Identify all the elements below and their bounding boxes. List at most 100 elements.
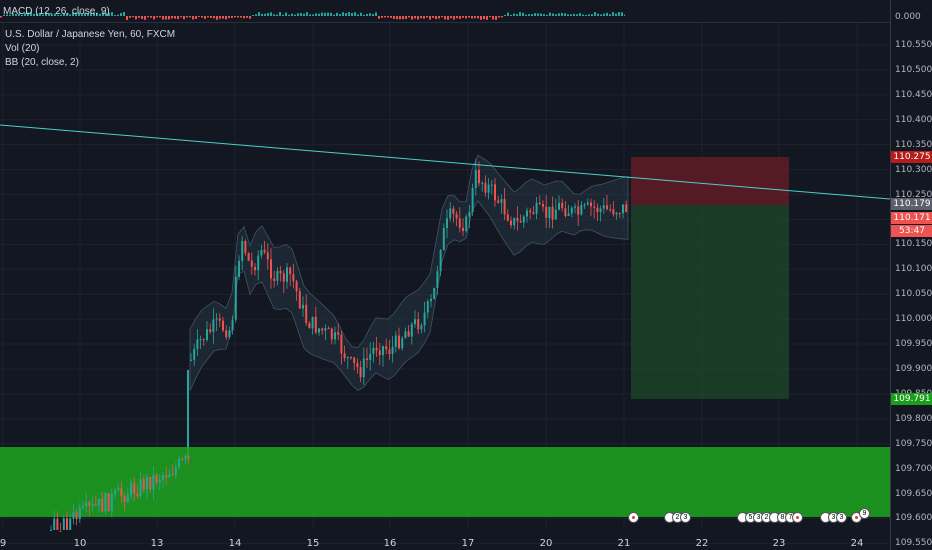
candle-body	[152, 475, 155, 490]
macd-bar	[213, 16, 215, 19]
macd-bar	[153, 16, 155, 20]
macd-bar	[303, 13, 305, 16]
macd-bar	[318, 13, 320, 16]
price-axis-label: 110.450	[895, 89, 932, 100]
macd-bar	[204, 16, 206, 19]
candle-body	[615, 213, 618, 215]
candle-body	[558, 202, 560, 210]
candle-body	[474, 169, 477, 188]
candle-body	[564, 208, 567, 217]
macd-bar	[234, 16, 236, 18]
macd-bar	[96, 12, 98, 16]
macd-bar	[429, 16, 431, 20]
price-chart[interactable]	[0, 0, 890, 550]
candle-body	[359, 367, 362, 378]
candle-body	[75, 512, 78, 520]
volume-zone[interactable]	[0, 447, 890, 517]
candle-body	[250, 260, 253, 267]
macd-bar	[102, 12, 104, 16]
macd-bar	[567, 14, 569, 16]
macd-bar	[141, 16, 143, 19]
candle-body	[314, 316, 317, 333]
volume-indicator-label[interactable]: Vol (20)	[5, 43, 40, 54]
candle-body	[98, 498, 100, 506]
candle-body	[590, 202, 592, 207]
macd-bar	[12, 13, 14, 16]
chart-area[interactable]: MACD (12, 26, close, 9) U.S. Dollar / Ja…	[0, 0, 890, 550]
price-axis-label: 110.550	[895, 40, 932, 50]
macd-bar	[414, 16, 416, 19]
candle-body	[378, 350, 381, 356]
candle-body	[298, 291, 301, 309]
candle-body	[257, 255, 260, 271]
event-marker[interactable]	[792, 512, 803, 523]
candle-body	[340, 334, 343, 354]
bollinger-indicator-label[interactable]: BB (20, close, 2)	[5, 57, 79, 68]
candle-body	[165, 475, 168, 478]
candle-body	[343, 353, 346, 359]
event-marker[interactable]	[628, 512, 639, 523]
macd-bar	[297, 13, 299, 16]
candle-body	[497, 200, 500, 203]
macd-bar	[516, 14, 518, 16]
macd-bar	[249, 16, 251, 19]
macd-bar	[270, 12, 272, 16]
candle-body	[318, 328, 320, 333]
macd-bar	[60, 14, 62, 16]
candle-body	[369, 353, 372, 360]
macd-bar	[624, 14, 625, 16]
candle-body	[110, 494, 113, 512]
macd-bar	[171, 16, 173, 19]
candle-body	[184, 456, 187, 460]
price-axis-label: 110.350	[895, 139, 932, 150]
macd-bar	[588, 14, 590, 16]
macd-bar	[426, 16, 428, 18]
event-marker[interactable]: 3	[680, 512, 691, 523]
candle-body	[321, 328, 324, 331]
candle-body	[136, 493, 139, 497]
price-axis[interactable]: 0.000 110.550 110.500 110.450 110.400 110.35…	[890, 0, 932, 550]
candle-body	[149, 476, 152, 490]
candle-body	[56, 518, 59, 530]
candle-body	[295, 281, 298, 292]
candle-body	[187, 456, 190, 458]
macd-bar	[159, 16, 161, 18]
macd-bar	[390, 16, 392, 18]
trendline[interactable]	[0, 124, 890, 200]
macd-bar	[321, 12, 323, 16]
macd-bar	[54, 13, 56, 16]
macd-bar	[354, 12, 356, 16]
candle-body	[500, 199, 503, 203]
macd-bar	[9, 14, 11, 16]
candle-body	[583, 204, 586, 206]
macd-bar	[246, 16, 248, 18]
macd-bar	[501, 16, 503, 18]
macd-bar	[195, 16, 197, 20]
event-marker[interactable]: 3	[836, 512, 847, 523]
macd-bar	[201, 16, 203, 18]
macd-bar	[165, 16, 167, 20]
macd-bar	[144, 16, 146, 20]
candle-body	[478, 169, 480, 184]
candle-body	[292, 274, 295, 282]
date-label: 17	[461, 538, 475, 549]
candle-body	[353, 357, 356, 364]
macd-bar	[36, 13, 38, 16]
candle-body	[433, 287, 436, 299]
macd-bar	[609, 14, 611, 16]
macd-bar	[42, 14, 44, 16]
date-label: 14	[228, 538, 242, 549]
event-marker[interactable]: 9	[859, 508, 870, 519]
take-profit-zone[interactable]	[631, 205, 789, 399]
price-axis-label: 110.500	[895, 64, 932, 75]
stop-loss-zone[interactable]	[631, 157, 789, 205]
symbol-title[interactable]: U.S. Dollar / Japanese Yen, 60, FXCM	[5, 29, 176, 40]
macd-bar	[456, 16, 458, 19]
candle-body	[510, 220, 512, 226]
macd-bar	[534, 13, 536, 16]
candle-body	[158, 479, 161, 483]
countdown-tag: 53:47	[891, 225, 932, 237]
date-label: 24	[850, 538, 864, 549]
candle-body	[462, 227, 464, 232]
candle-body	[596, 207, 599, 212]
